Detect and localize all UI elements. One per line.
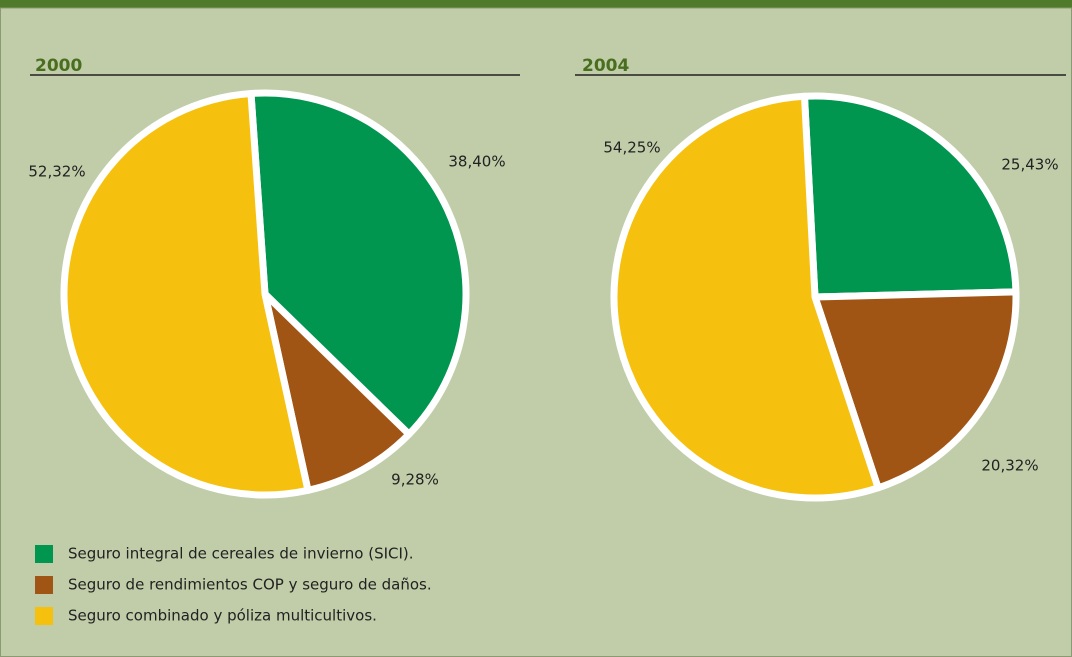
- legend-label: Seguro de rendimientos COP y seguro de d…: [68, 576, 432, 594]
- pie-slice: [610, 92, 882, 502]
- legend-swatch: [35, 576, 53, 594]
- chart-title: 2004: [582, 56, 629, 76]
- pie-slice: [800, 92, 1020, 301]
- data-label: 25,43%: [1001, 156, 1058, 174]
- top-bar: [0, 0, 1072, 8]
- data-label: 20,32%: [981, 457, 1038, 475]
- chart-title: 2000: [35, 56, 82, 76]
- pie-slice: [261, 290, 413, 494]
- legend-swatch: [35, 545, 53, 563]
- data-label: 38,40%: [448, 153, 505, 171]
- pie-slice: [60, 89, 312, 499]
- legend-swatch: [35, 607, 53, 625]
- pie-slice: [247, 89, 470, 438]
- data-label: 52,32%: [28, 163, 85, 181]
- legend-label: Seguro combinado y póliza multicultivos.: [68, 607, 377, 625]
- data-label: 54,25%: [603, 139, 660, 157]
- data-label: 9,28%: [391, 471, 439, 489]
- legend-label: Seguro integral de cereales de invierno …: [68, 545, 414, 563]
